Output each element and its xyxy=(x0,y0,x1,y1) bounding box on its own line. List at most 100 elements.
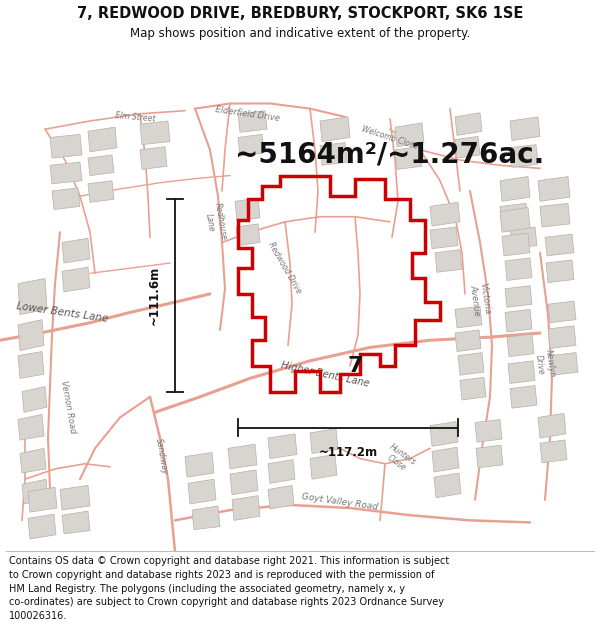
Polygon shape xyxy=(185,452,214,477)
Polygon shape xyxy=(395,123,424,147)
Polygon shape xyxy=(28,514,56,539)
Text: 100026316.: 100026316. xyxy=(9,611,67,621)
Polygon shape xyxy=(188,479,216,504)
Polygon shape xyxy=(455,330,481,351)
Polygon shape xyxy=(88,155,114,176)
Polygon shape xyxy=(538,413,566,438)
Polygon shape xyxy=(28,488,57,512)
Polygon shape xyxy=(458,352,484,375)
Text: ~111.6m: ~111.6m xyxy=(148,266,161,325)
Text: Victoria
Avenue: Victoria Avenue xyxy=(468,282,492,316)
Polygon shape xyxy=(52,188,80,209)
Polygon shape xyxy=(500,208,530,232)
Polygon shape xyxy=(548,326,576,349)
Polygon shape xyxy=(434,473,461,498)
Polygon shape xyxy=(62,511,90,534)
Polygon shape xyxy=(455,306,482,328)
Polygon shape xyxy=(228,444,257,469)
Polygon shape xyxy=(505,309,532,332)
Polygon shape xyxy=(435,249,462,272)
Polygon shape xyxy=(510,386,537,408)
Polygon shape xyxy=(18,351,44,378)
Polygon shape xyxy=(476,445,503,468)
Polygon shape xyxy=(230,470,258,494)
Text: to Crown copyright and database rights 2023 and is reproduced with the permissio: to Crown copyright and database rights 2… xyxy=(9,570,434,580)
Polygon shape xyxy=(455,112,482,136)
Polygon shape xyxy=(50,134,82,158)
Polygon shape xyxy=(238,134,264,156)
Polygon shape xyxy=(236,224,260,246)
Polygon shape xyxy=(320,117,350,142)
Text: Hunters
Close: Hunters Close xyxy=(382,442,418,475)
Text: Vernon Road: Vernon Road xyxy=(59,380,77,434)
Text: HM Land Registry. The polygons (including the associated geometry, namely x, y: HM Land Registry. The polygons (includin… xyxy=(9,584,405,594)
Polygon shape xyxy=(510,227,537,249)
Polygon shape xyxy=(268,459,295,483)
Polygon shape xyxy=(505,258,532,281)
Polygon shape xyxy=(432,448,459,472)
Text: Redhouse
Lane: Redhouse Lane xyxy=(202,201,228,242)
Polygon shape xyxy=(545,234,574,256)
Polygon shape xyxy=(395,147,422,169)
Polygon shape xyxy=(502,233,530,256)
Polygon shape xyxy=(430,202,460,226)
Polygon shape xyxy=(548,301,576,322)
Polygon shape xyxy=(192,506,220,529)
Polygon shape xyxy=(310,454,337,479)
Polygon shape xyxy=(18,414,44,440)
Polygon shape xyxy=(510,144,538,168)
Polygon shape xyxy=(88,127,117,152)
Text: Redwood Drive: Redwood Drive xyxy=(266,241,304,296)
Polygon shape xyxy=(508,361,535,384)
Polygon shape xyxy=(18,279,47,314)
Text: co-ordinates) are subject to Crown copyright and database rights 2023 Ordnance S: co-ordinates) are subject to Crown copyr… xyxy=(9,598,444,608)
Polygon shape xyxy=(62,238,90,263)
Text: Sandiway: Sandiway xyxy=(154,438,170,476)
Polygon shape xyxy=(18,319,44,351)
Polygon shape xyxy=(500,177,530,201)
Text: Newlyn
Drive: Newlyn Drive xyxy=(533,349,557,379)
Text: 7: 7 xyxy=(347,356,363,376)
Polygon shape xyxy=(22,386,47,412)
Text: Elderfield Drive: Elderfield Drive xyxy=(215,105,281,122)
Text: Lower Bents Lane: Lower Bents Lane xyxy=(16,301,109,324)
Polygon shape xyxy=(430,227,458,249)
Polygon shape xyxy=(235,198,260,221)
Polygon shape xyxy=(50,162,82,184)
Text: ~5164m²/~1.276ac.: ~5164m²/~1.276ac. xyxy=(235,141,545,169)
Polygon shape xyxy=(510,117,540,141)
Polygon shape xyxy=(62,267,90,292)
Text: Contains OS data © Crown copyright and database right 2021. This information is : Contains OS data © Crown copyright and d… xyxy=(9,556,449,566)
Polygon shape xyxy=(238,111,267,132)
Polygon shape xyxy=(140,121,170,144)
Polygon shape xyxy=(505,286,532,308)
Polygon shape xyxy=(507,334,534,357)
Polygon shape xyxy=(140,147,167,169)
Text: Higher Bents Lane: Higher Bents Lane xyxy=(280,360,370,389)
Polygon shape xyxy=(538,177,570,201)
Text: Elm Street: Elm Street xyxy=(115,111,155,123)
Polygon shape xyxy=(20,448,46,473)
Polygon shape xyxy=(540,203,570,227)
Polygon shape xyxy=(22,479,48,504)
Polygon shape xyxy=(232,496,260,521)
Text: Welcomb Close: Welcomb Close xyxy=(361,124,419,151)
Polygon shape xyxy=(500,203,528,225)
Polygon shape xyxy=(546,260,574,282)
Polygon shape xyxy=(60,486,90,510)
Text: Goyt Valley Road: Goyt Valley Road xyxy=(301,492,379,512)
Polygon shape xyxy=(268,486,294,509)
Text: Map shows position and indicative extent of the property.: Map shows position and indicative extent… xyxy=(130,28,470,40)
Polygon shape xyxy=(460,378,486,400)
Polygon shape xyxy=(310,429,338,454)
Polygon shape xyxy=(88,181,114,203)
Text: ~117.2m: ~117.2m xyxy=(319,446,377,459)
Polygon shape xyxy=(268,434,297,459)
Polygon shape xyxy=(550,352,578,375)
Polygon shape xyxy=(540,440,567,462)
Text: 7, REDWOOD DRIVE, BREDBURY, STOCKPORT, SK6 1SE: 7, REDWOOD DRIVE, BREDBURY, STOCKPORT, S… xyxy=(77,6,523,21)
Polygon shape xyxy=(455,136,480,158)
Polygon shape xyxy=(475,419,502,442)
Polygon shape xyxy=(320,142,347,165)
Polygon shape xyxy=(430,421,458,446)
